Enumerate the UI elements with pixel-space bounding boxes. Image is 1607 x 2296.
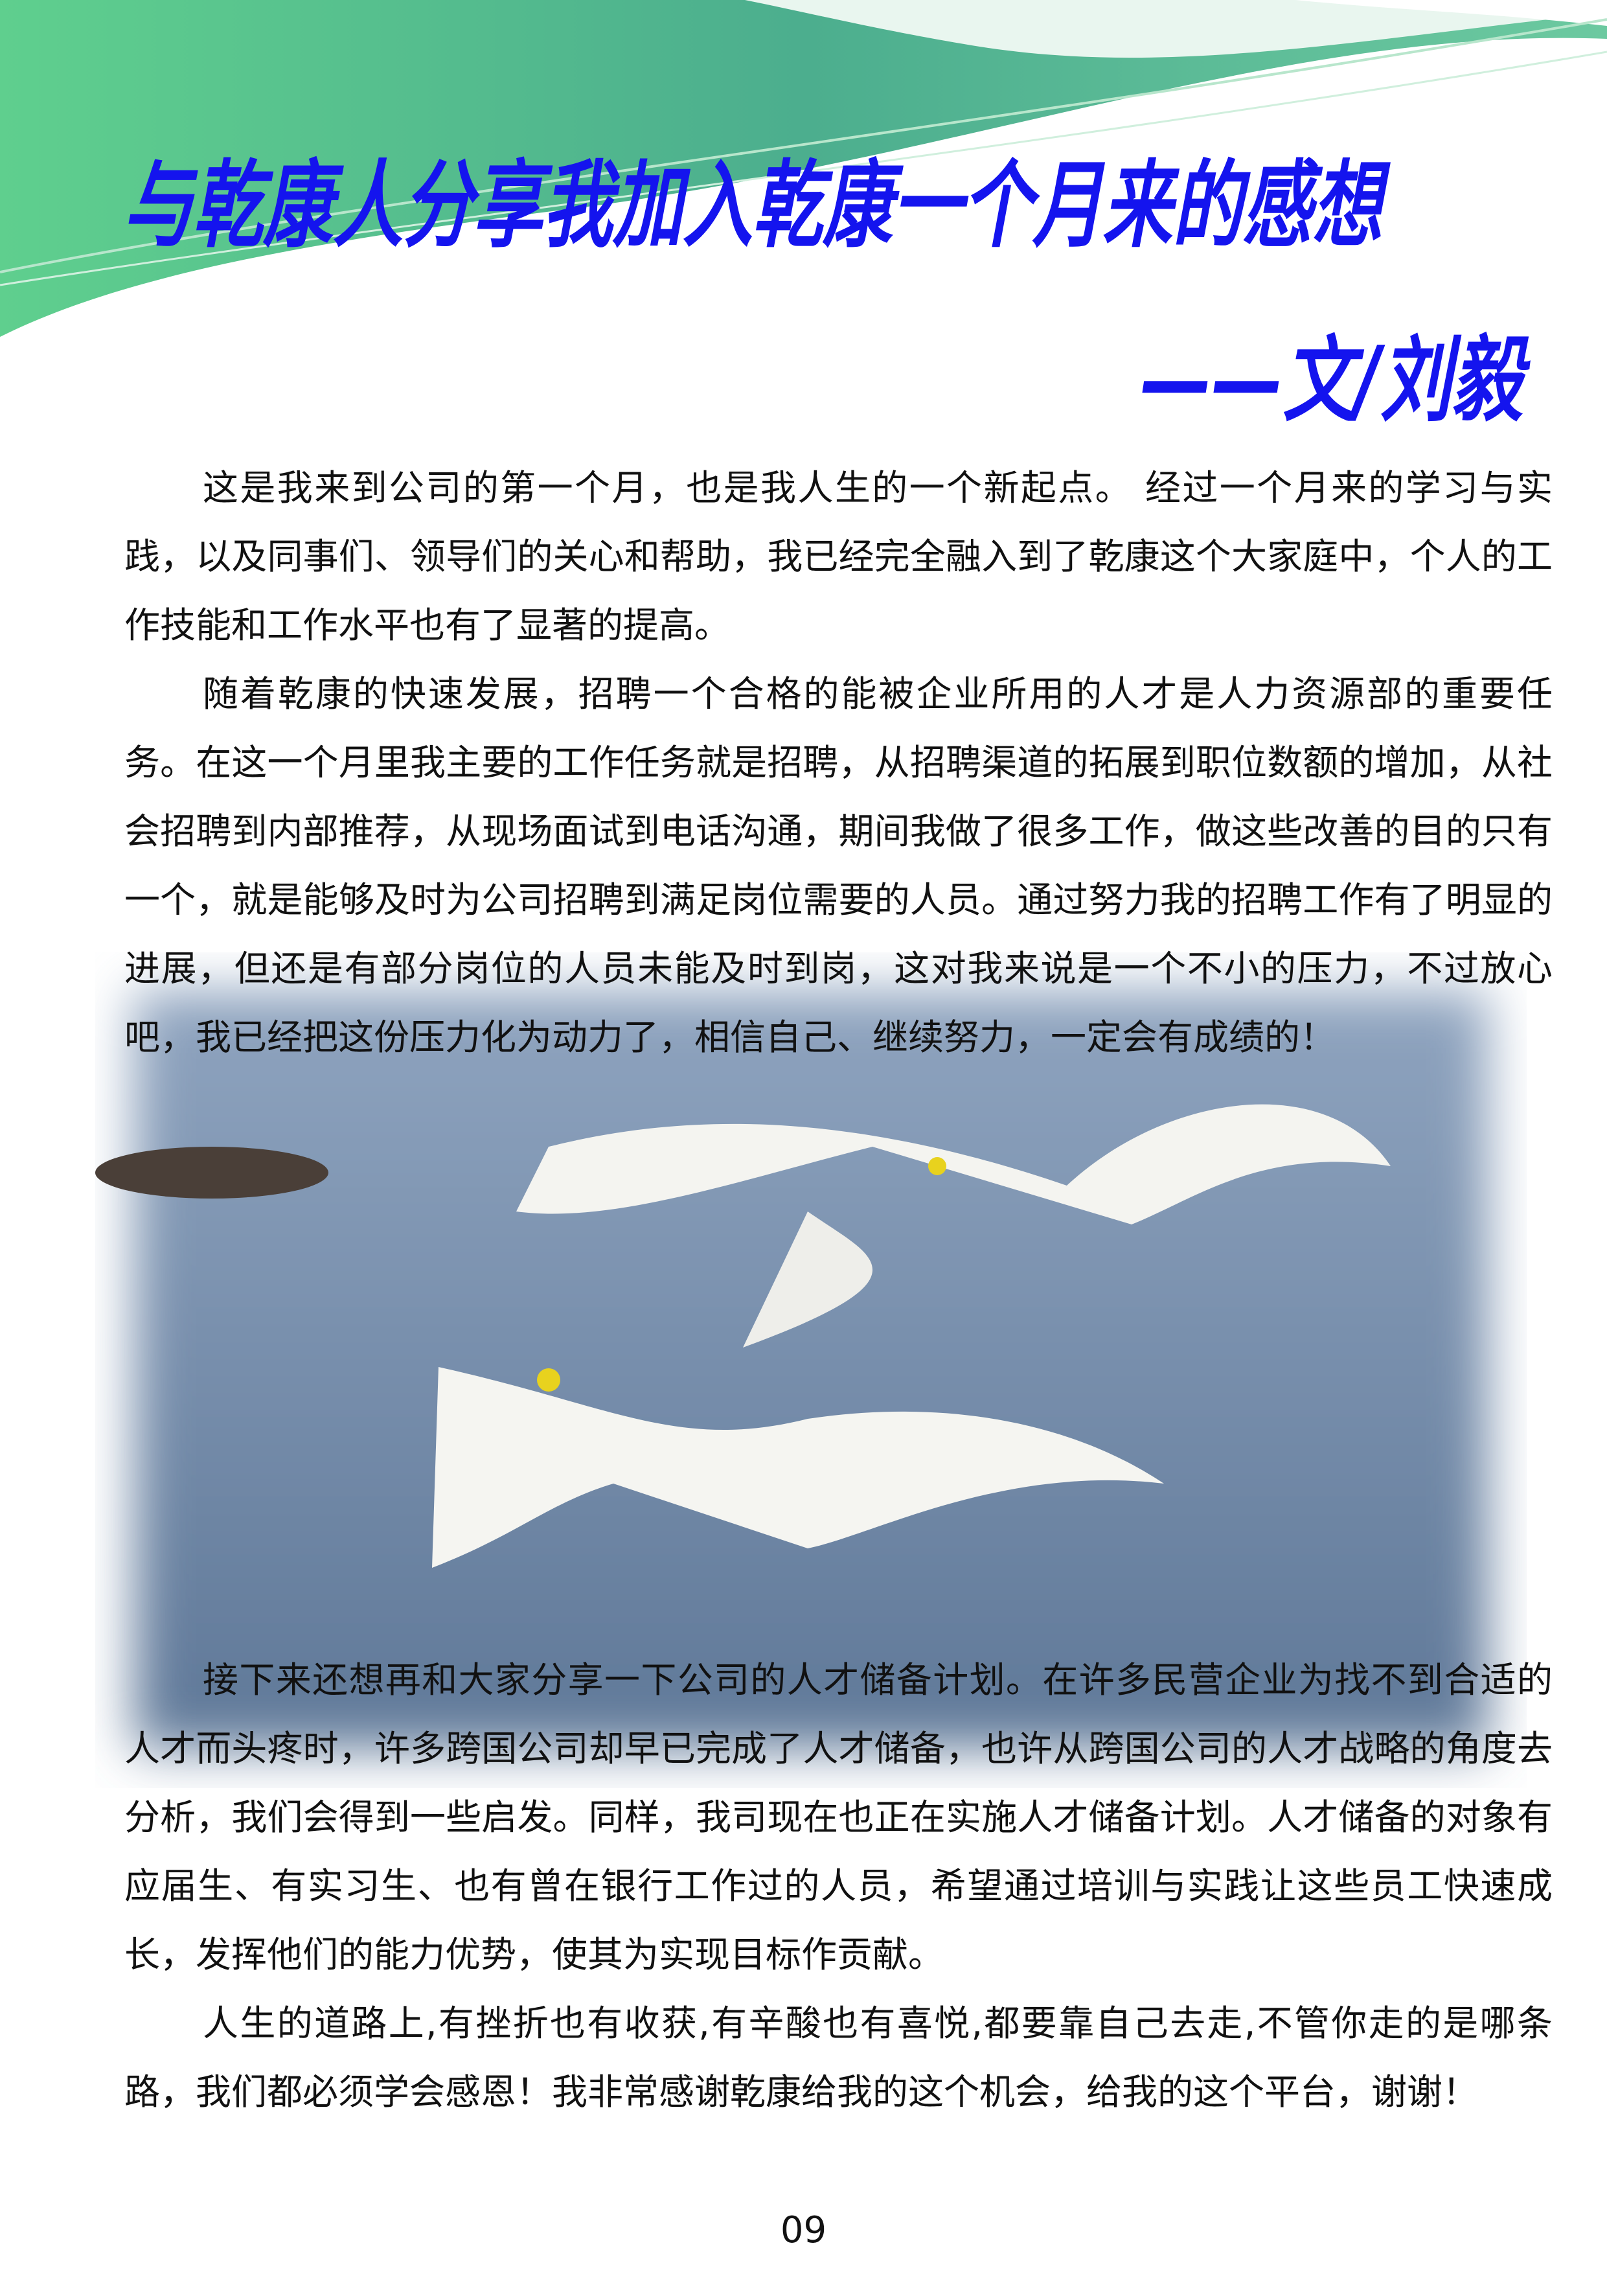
title: 与乾康人分享我加入乾康一个月来的感想 bbox=[123, 151, 1383, 261]
paragraph: 这是我来到公司的第一个月，也是我人生的一个新起点。 经过一个月来的学习与实践，以… bbox=[124, 467, 1553, 646]
author: ——文/刘毅 bbox=[1140, 326, 1523, 435]
page-number: 09 bbox=[780, 2209, 827, 2251]
paragraph: 随着乾康的快速发展，招聘一个合格的能被企业所用的人才是人力资源部的重要任务。在这… bbox=[124, 673, 1553, 1058]
paragraph: 接下来还想再和大家分享一下公司的人才储备计划。在许多民营企业为找不到合适的人才而… bbox=[124, 1659, 1553, 1975]
text-block-lower: 接下来还想再和大家分享一下公司的人才储备计划。在许多民营企业为找不到合适的人才而… bbox=[124, 1646, 1553, 2126]
header-waves bbox=[0, 0, 1607, 337]
text-block-upper: 这是我来到公司的第一个月，也是我人生的一个新起点。 经过一个月来的学习与实践，以… bbox=[124, 453, 1553, 1072]
paragraph: 人生的道路上,有挫折也有收获,有辛酸也有喜悦,都要靠自己去走,不管你走的是哪条路… bbox=[124, 2003, 1553, 2113]
swan-photo bbox=[95, 991, 1488, 1749]
